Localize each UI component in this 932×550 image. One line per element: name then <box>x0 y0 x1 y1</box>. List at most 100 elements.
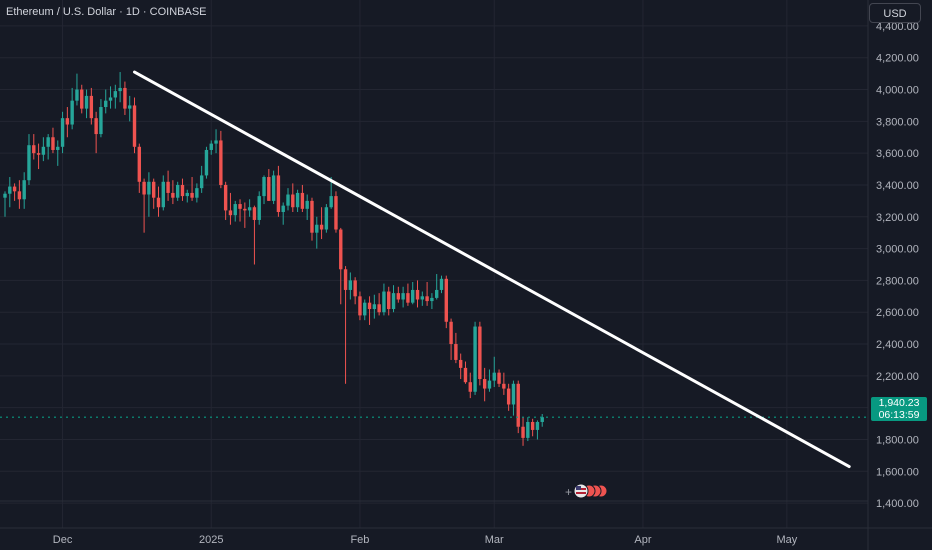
candle <box>89 87 94 125</box>
candle <box>430 293 434 310</box>
us-flag-stripe <box>576 492 586 494</box>
candle-body <box>22 180 26 200</box>
candle-body <box>343 269 348 290</box>
y-tick-label: 2,800.00 <box>876 275 919 287</box>
symbol-title[interactable]: Ethereum / U.S. Dollar · 1D · COINBASE <box>6 6 207 18</box>
candle <box>454 332 458 364</box>
candle-body <box>305 200 309 209</box>
candle <box>295 189 300 213</box>
candle-body <box>70 100 74 125</box>
candle-body <box>363 302 367 316</box>
x-tick-label: Apr <box>634 534 651 546</box>
candle-body <box>406 293 410 303</box>
candle-body <box>492 372 496 381</box>
candle <box>166 170 170 201</box>
candlestick-series <box>3 72 544 446</box>
candle-body <box>151 181 156 198</box>
candle <box>324 204 329 233</box>
candle-body <box>286 194 290 206</box>
candle <box>492 356 496 387</box>
candle-body <box>118 87 122 92</box>
candle-body <box>89 95 94 119</box>
candle-body <box>430 297 434 302</box>
trendline-layer[interactable] <box>133 70 851 469</box>
candle <box>84 89 89 119</box>
candle <box>315 216 319 249</box>
candle <box>387 286 391 316</box>
candle-body <box>526 421 530 438</box>
candle <box>449 318 453 360</box>
candle-body <box>377 304 381 313</box>
events-marker[interactable]: + <box>565 483 608 499</box>
candle-body <box>123 87 127 109</box>
plus-icon: + <box>565 485 572 499</box>
candle-body <box>502 383 506 389</box>
candle-body <box>99 107 103 135</box>
y-tick-label: 3,400.00 <box>876 180 919 192</box>
candle <box>420 291 425 306</box>
candle <box>391 285 396 313</box>
candle <box>209 140 213 155</box>
candle-body <box>276 175 281 213</box>
candle <box>132 97 137 154</box>
candle-body <box>506 388 511 405</box>
candle-body <box>329 196 333 208</box>
y-tick-label: 3,800.00 <box>876 116 919 128</box>
candle-body <box>175 184 180 198</box>
candle-body <box>315 224 319 233</box>
y-tick-label: 3,000.00 <box>876 244 919 256</box>
candle-body <box>348 280 353 290</box>
candle-body <box>56 146 60 150</box>
currency-button[interactable]: USD <box>869 3 921 23</box>
candle-body <box>334 196 338 230</box>
candle <box>32 134 36 160</box>
candle <box>506 383 511 411</box>
candle-body <box>372 304 377 310</box>
candle <box>27 134 31 185</box>
candle-body <box>195 188 199 198</box>
candle <box>425 281 429 306</box>
candle-body <box>80 89 84 109</box>
candle-body <box>497 372 501 384</box>
candle-body <box>473 326 477 392</box>
candle <box>286 188 290 211</box>
candle-body <box>478 326 482 380</box>
candle <box>8 177 12 208</box>
candle <box>118 72 122 103</box>
candle-body <box>104 100 108 108</box>
candle <box>291 183 295 213</box>
candle-body <box>511 383 516 405</box>
candle <box>219 130 223 189</box>
candle <box>171 180 175 205</box>
candle <box>367 296 372 325</box>
candle-body <box>12 186 17 192</box>
candle-body <box>185 192 189 197</box>
candle <box>382 283 386 316</box>
x-tick-label: May <box>776 534 797 546</box>
candle-body <box>142 181 146 195</box>
candle <box>128 95 132 122</box>
candle <box>516 380 520 434</box>
candle <box>411 281 415 305</box>
current-price-value: 1,940.23 <box>878 397 920 409</box>
candle-body <box>387 291 391 310</box>
candle <box>334 191 338 233</box>
candle-body <box>228 210 233 216</box>
candle <box>530 418 535 437</box>
candle <box>310 197 314 241</box>
candle-body <box>8 186 12 194</box>
candle-body <box>171 192 175 198</box>
candle-body <box>219 140 223 185</box>
candle-body <box>17 191 22 200</box>
candle-body <box>75 89 79 101</box>
candle <box>233 200 237 222</box>
candle-body <box>454 344 458 360</box>
candle <box>51 127 55 154</box>
candle-body <box>32 145 36 154</box>
y-tick-label: 4,000.00 <box>876 85 919 97</box>
candle-body <box>396 293 401 300</box>
candle-body <box>391 293 396 310</box>
candle <box>497 369 501 387</box>
